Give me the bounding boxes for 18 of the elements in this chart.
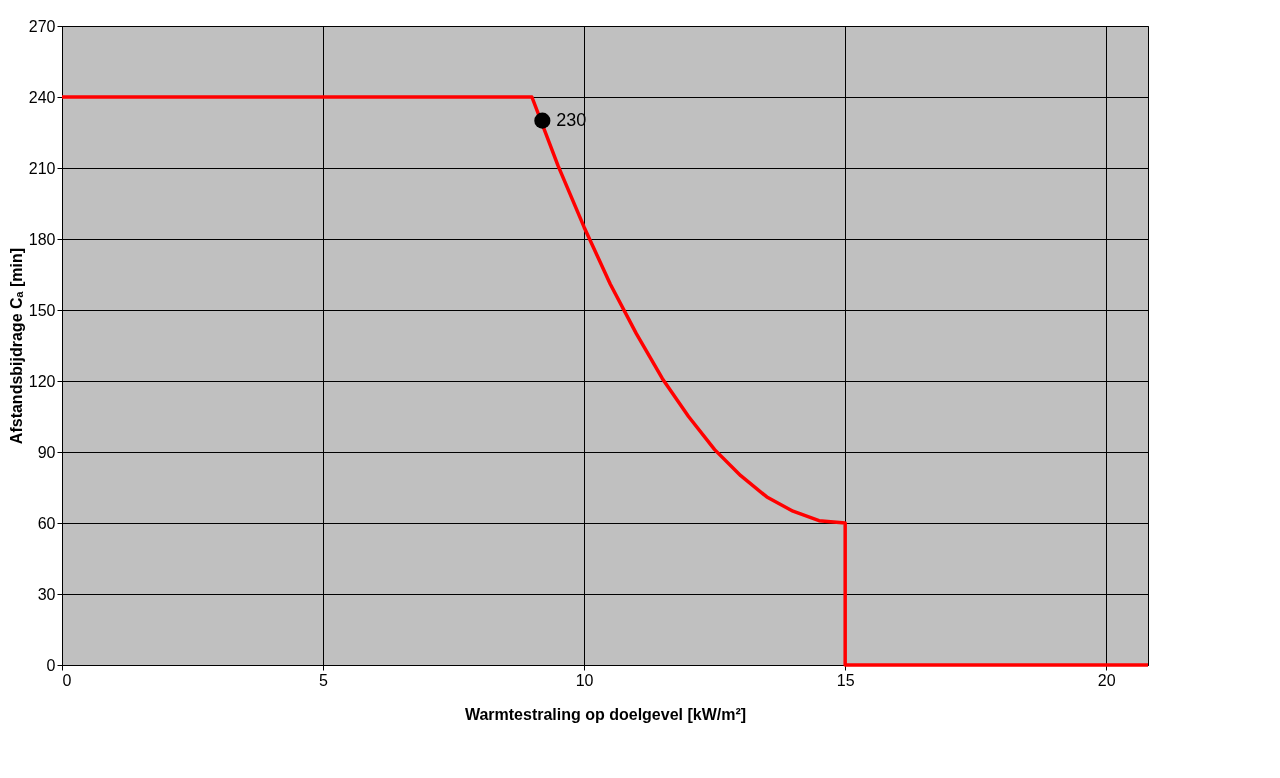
y-tick-label: 180	[28, 230, 56, 248]
x-tick-label: 20	[1097, 671, 1116, 689]
x-tick-label: 10	[575, 671, 594, 689]
y-tick-label: 270	[28, 17, 56, 35]
y-axis-title: Afstandsbijdrage Cₐ [min]	[7, 247, 25, 445]
y-tick-label: 210	[28, 159, 56, 177]
line-series	[60, 95, 1150, 667]
y-tick-label: 150	[28, 301, 56, 319]
y-tick-label: 90	[37, 443, 56, 461]
x-tick-label: 5	[319, 671, 329, 689]
y-tick-label: 30	[37, 585, 56, 603]
x-tick-label: 15	[836, 671, 855, 689]
y-tick-label: 120	[28, 372, 56, 390]
y-tick-label: 0	[46, 656, 56, 674]
y-tick-label: 60	[37, 514, 56, 532]
x-axis-title: Warmtestraling op doelgevel [kW/m²]	[464, 705, 747, 723]
y-tick-label: 240	[28, 88, 56, 106]
x-tick-label: 0	[62, 671, 72, 689]
